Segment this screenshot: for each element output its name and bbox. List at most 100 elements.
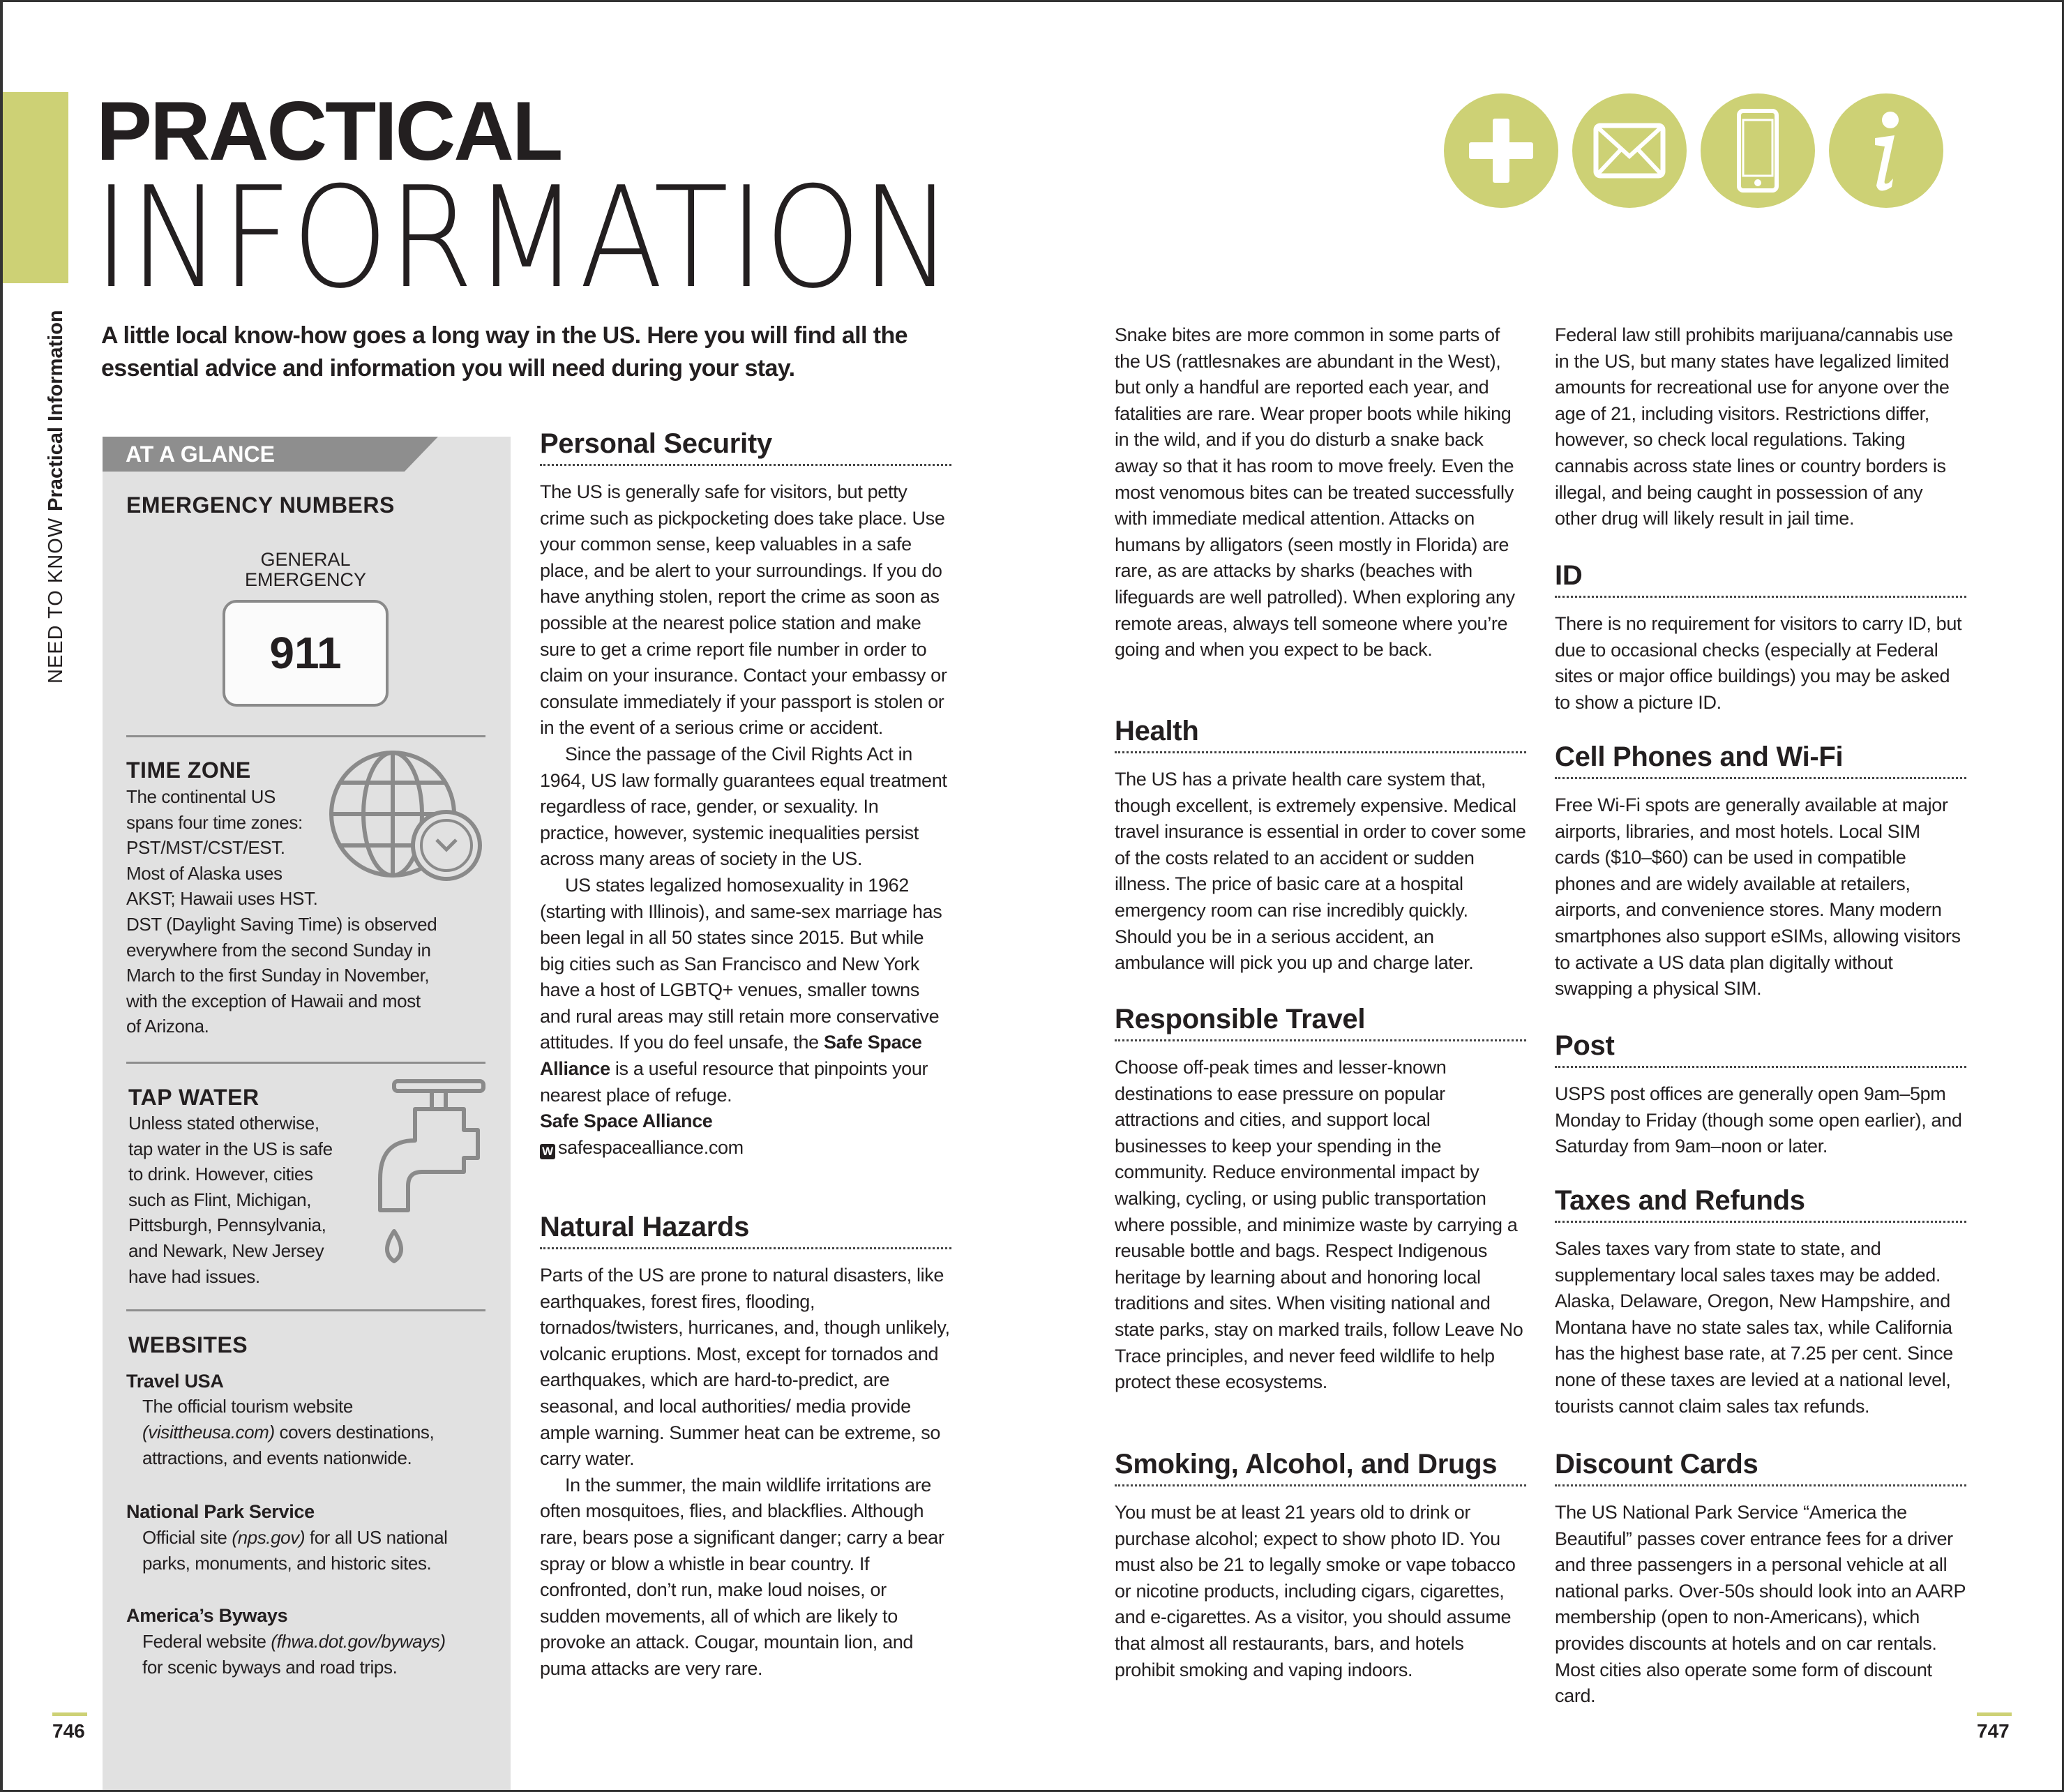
line: Most of Alaska uses: [126, 862, 283, 884]
website-desc: Official site (nps.gov) for all US natio…: [142, 1525, 448, 1576]
website-link[interactable]: (nps.gov): [232, 1527, 306, 1548]
websites-heading: WEBSITES: [128, 1332, 248, 1357]
paragraph: You must be at least 21 years old to dri…: [1115, 1502, 1516, 1680]
url[interactable]: safespacealliance.com: [558, 1136, 744, 1158]
line: with the exception of Hawaii and most: [126, 990, 421, 1011]
section-heading: Post: [1555, 1027, 1966, 1068]
paragraph: The US is generally safe for visitors, b…: [540, 481, 947, 739]
section-health: Health The US has a private health care …: [1115, 713, 1526, 977]
line: to drink. However, cities: [128, 1164, 313, 1185]
line: DST (Daylight Saving Time) is observed: [126, 913, 437, 935]
paragraph: The US has a private health care system …: [1115, 769, 1526, 974]
line: PST/MST/CST/EST.: [126, 837, 285, 859]
paragraph: Choose off-peak times and lesser-known d…: [1115, 1057, 1523, 1393]
emergency-label-2: EMERGENCY: [244, 569, 367, 590]
paragraph: Sales taxes vary from state to state, an…: [1555, 1238, 1953, 1417]
paragraph: Free Wi-Fi spots are generally available…: [1555, 795, 1961, 1000]
faucet-icon: [378, 1079, 485, 1263]
line: Federal website (fhwa.dot.gov/byways): [142, 1629, 446, 1655]
text: Official site: [142, 1527, 232, 1548]
vertical-running-head: NEED TO KNOW Practical Information: [45, 310, 68, 684]
emergency-number: 911: [223, 600, 389, 707]
line: The continental US: [126, 786, 276, 807]
section-cell-phones: Cell Phones and Wi-Fi Free Wi-Fi spots a…: [1555, 739, 1966, 1002]
section-hazards-continued: Snake bites are more common in some part…: [1115, 322, 1526, 663]
text: Safe Space Alliance: [540, 1032, 922, 1080]
section-heading: Cell Phones and Wi-Fi: [1555, 739, 1966, 779]
section-heading: Taxes and Refunds: [1555, 1182, 1966, 1223]
page-label: Practical Information: [45, 310, 67, 511]
line: March to the first Sunday in November,: [126, 965, 430, 986]
page-number-rule: [52, 1712, 87, 1716]
text: covers destinations,: [274, 1422, 435, 1443]
line: parks, monuments, and historic sites.: [142, 1553, 432, 1574]
paragraph: Since the passage of the Civil Rights Ac…: [540, 743, 947, 870]
header-icons: [1444, 93, 1943, 208]
section-heading: Personal Security: [540, 426, 951, 466]
title-line-2: INFORMATION: [93, 174, 953, 293]
line: Pittsburgh, Pennsylvania,: [128, 1214, 326, 1236]
website-link[interactable]: (visittheusa.com): [142, 1422, 275, 1443]
paragraph: US states legalized homosexuality in 196…: [540, 873, 951, 1108]
mobile-phone-icon: [1701, 93, 1815, 208]
section-personal-security: Personal Security The US is generally sa…: [540, 426, 951, 1161]
divider: [126, 1062, 485, 1064]
line: of Arizona.: [126, 1016, 209, 1037]
info-icon: [1829, 93, 1943, 208]
tap-water-text: Unless stated otherwise, tap water in th…: [128, 1110, 333, 1289]
web-icon: W: [540, 1143, 555, 1159]
section-taxes: Taxes and Refunds Sales taxes vary from …: [1555, 1182, 1966, 1420]
line: spans four time zones:: [126, 811, 303, 833]
page-number-right: 747: [1977, 1720, 2010, 1742]
plus-icon: [1444, 93, 1558, 208]
section-heading: Natural Hazards: [540, 1209, 951, 1249]
line: AKST; Hawaii uses HST.: [126, 888, 318, 910]
divider: [126, 735, 485, 737]
emergency-heading: EMERGENCY NUMBERS: [126, 492, 395, 518]
globe-clock-icon: [329, 751, 482, 881]
paragraph: Snake bites are more common in some part…: [1115, 324, 1515, 661]
line: Official site (nps.gov) for all US natio…: [142, 1525, 448, 1551]
title-line-2-svg: INFORMATION: [93, 174, 953, 293]
website-desc: The official tourism website (visittheus…: [142, 1394, 435, 1471]
website-title: Travel USA: [126, 1371, 224, 1392]
envelope-icon: [1572, 93, 1687, 208]
section-responsible-travel: Responsible Travel Choose off-peak times…: [1115, 1001, 1526, 1396]
text: is a useful resource that pinpoints your…: [540, 1058, 928, 1106]
paragraph: USPS post offices are generally open 9am…: [1555, 1083, 1962, 1157]
accent-bar: [3, 92, 68, 283]
tap-water-heading: TAP WATER: [128, 1085, 259, 1110]
paragraph: In the summer, the main wildlife irritat…: [540, 1474, 944, 1679]
emergency-label-1: GENERAL: [260, 549, 351, 570]
time-zone-heading: TIME ZONE: [126, 758, 251, 783]
line: have had issues.: [128, 1265, 260, 1287]
resource-name: Safe Space Alliance: [540, 1110, 713, 1132]
paragraph: There is no requirement for visitors to …: [1555, 613, 1962, 713]
line: and Newark, New Jersey: [128, 1240, 324, 1261]
line: tap water in the US is safe: [128, 1138, 333, 1159]
line: for scenic byways and road trips.: [142, 1657, 398, 1678]
section-heading: Health: [1115, 713, 1526, 753]
section-heading: ID: [1555, 557, 1966, 598]
section-discount-cards: Discount Cards The US National Park Serv…: [1555, 1446, 1966, 1710]
website-title: National Park Service: [126, 1501, 315, 1522]
divider: [126, 1309, 485, 1311]
time-zone-text: The continental US spans four time zones…: [126, 784, 437, 1039]
section-post: Post USPS post offices are generally ope…: [1555, 1027, 1966, 1160]
section-natural-hazards: Natural Hazards Parts of the US are pron…: [540, 1209, 951, 1682]
text: Federal website: [142, 1631, 271, 1652]
line: (visittheusa.com) covers destinations,: [142, 1420, 435, 1445]
website-link[interactable]: (fhwa.dot.gov/byways): [271, 1631, 446, 1652]
line: Unless stated otherwise,: [128, 1113, 319, 1134]
title-line-1: PRACTICAL: [96, 84, 563, 178]
section-label: NEED TO KNOW: [45, 517, 67, 684]
website-title: America’s Byways: [126, 1605, 288, 1626]
page-number-rule: [1977, 1712, 2012, 1716]
line: attractions, and events nationwide.: [142, 1447, 412, 1468]
section-id: ID There is no requirement for visitors …: [1555, 557, 1966, 716]
at-a-glance-banner: AT A GLANCE: [103, 437, 438, 472]
section-heading: Discount Cards: [1555, 1446, 1966, 1486]
emergency-label: GENERAL EMERGENCY: [209, 550, 402, 590]
text: for all US national: [305, 1527, 448, 1548]
